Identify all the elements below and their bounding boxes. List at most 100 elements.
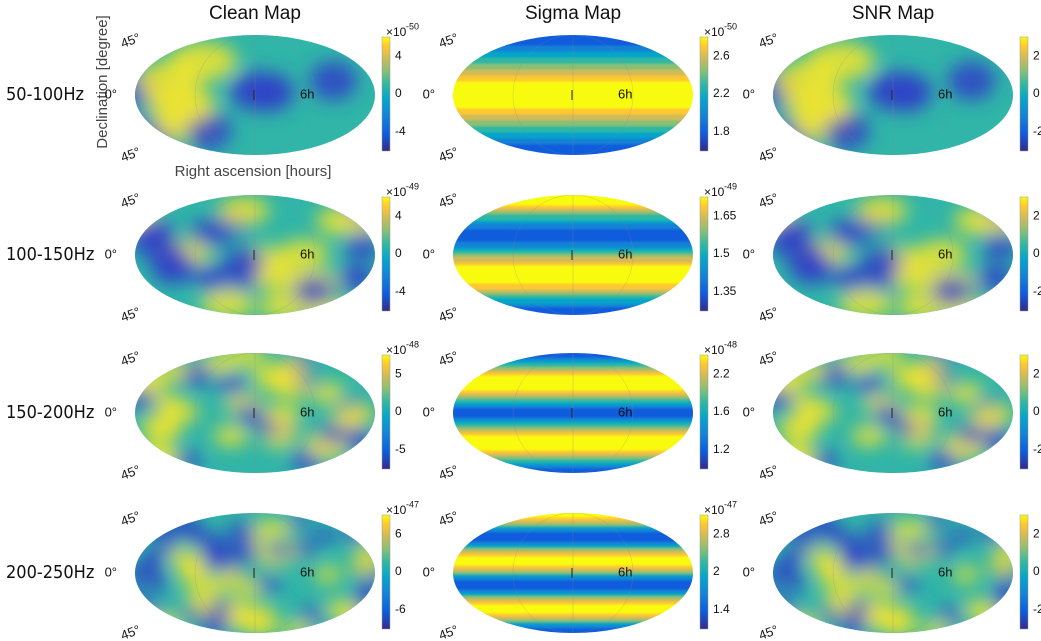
dec-label: 0° <box>105 404 117 419</box>
dec-label: 45° <box>437 508 461 529</box>
colorbar-tick-label: 0 <box>395 404 402 418</box>
colorbar-tick-label: 1.8 <box>713 124 730 138</box>
column-title: Clean Map <box>209 3 301 24</box>
sky-map <box>453 195 693 315</box>
ra-label: 6h <box>938 564 952 579</box>
colorbar-tick-label: 1.6 <box>713 404 730 418</box>
dec-label: 45° <box>119 622 143 641</box>
colorbar-tick-label: 2 <box>713 564 720 578</box>
ra-label: 6h <box>938 404 952 419</box>
colorbar <box>382 355 390 469</box>
dec-label: 45° <box>757 30 781 51</box>
colorbar-tick-label: 0 <box>1033 86 1040 100</box>
dec-label: 45° <box>757 462 781 483</box>
column-title: SNR Map <box>852 3 934 24</box>
sky-map <box>453 353 693 473</box>
colorbar <box>382 515 390 629</box>
colorbar-tick-label: -5 <box>395 442 406 456</box>
ra-label: 6h <box>618 404 632 419</box>
dec-label: 45° <box>437 30 461 51</box>
dec-label: 45° <box>757 348 781 369</box>
colorbar-tick-label: 1.5 <box>713 246 730 260</box>
dec-label: 0° <box>423 564 435 579</box>
dec-label: 45° <box>757 508 781 529</box>
y-axis-label: Declination [degree] <box>94 15 111 148</box>
dec-label: 45° <box>437 304 461 325</box>
colorbar <box>382 197 390 311</box>
ra-label: 6h <box>300 86 314 101</box>
exponent: -47 <box>724 499 737 509</box>
colorbar-tick-label: 2.2 <box>713 86 730 100</box>
sky-map <box>453 35 693 155</box>
row-label: 200-250Hz <box>6 562 94 583</box>
dec-label: 45° <box>119 508 143 529</box>
column-title: Sigma Map <box>525 3 621 24</box>
colorbar-tick-label: -2 <box>1033 442 1041 456</box>
exponent: -49 <box>724 181 737 191</box>
colorbar-tick-label: 0 <box>395 564 402 578</box>
ra-label: 6h <box>938 86 952 101</box>
colorbar <box>1020 37 1028 151</box>
multiplier: ×10 <box>386 185 407 199</box>
sky-map <box>745 35 1013 158</box>
sky-map <box>107 35 375 158</box>
dec-label: 0° <box>105 246 117 261</box>
dec-label: 45° <box>437 348 461 369</box>
dec-label: 45° <box>757 304 781 325</box>
colorbar-tick-label: -2 <box>1033 602 1041 616</box>
colorbar <box>1020 197 1028 311</box>
row-label: 50-100Hz <box>6 84 84 105</box>
colorbar-tick-label: 1.2 <box>713 442 730 456</box>
dec-label: 0° <box>743 564 755 579</box>
ra-label: 6h <box>300 404 314 419</box>
colorbar-tick-label: -4 <box>395 124 406 138</box>
multiplier: ×10 <box>704 343 725 357</box>
ra-label: 6h <box>938 246 952 261</box>
colorbar-tick-label: 2 <box>1033 367 1040 381</box>
dec-label: 0° <box>743 404 755 419</box>
colorbar-tick-label: 4 <box>395 209 402 223</box>
colorbar-tick-label: 0 <box>1033 564 1040 578</box>
colorbar-tick-label: -4 <box>395 284 406 298</box>
dec-label: 45° <box>119 190 143 211</box>
colorbar-tick-label: -2 <box>1033 124 1041 138</box>
colorbar-tick-label: 2 <box>1033 209 1040 223</box>
colorbar-tick-label: 0 <box>1033 404 1040 418</box>
row-label: 100-150Hz <box>6 244 94 265</box>
colorbar-tick-label: 2 <box>1033 49 1040 63</box>
colorbar-tick-label: 2.2 <box>713 367 730 381</box>
colorbar-tick-label: -2 <box>1033 284 1041 298</box>
multiplier: ×10 <box>386 343 407 357</box>
multiplier: ×10 <box>704 25 725 39</box>
x-axis-label: Right ascension [hours] <box>175 163 332 180</box>
dec-label: 0° <box>743 86 755 101</box>
colorbar <box>700 515 708 629</box>
dec-label: 0° <box>423 86 435 101</box>
colorbar-tick-label: 0 <box>1033 246 1040 260</box>
colorbar <box>700 355 708 469</box>
multiplier: ×10 <box>386 25 407 39</box>
colorbar-tick-label: 1.65 <box>713 209 737 223</box>
colorbar <box>1020 355 1028 469</box>
dec-label: 45° <box>119 304 143 325</box>
colorbar-tick-label: 2 <box>1033 527 1040 541</box>
colorbar-tick-label: 1.4 <box>713 602 730 616</box>
exponent: -48 <box>406 339 419 349</box>
ra-label: 6h <box>618 86 632 101</box>
colorbar <box>700 37 708 151</box>
dec-label: 0° <box>423 246 435 261</box>
dec-label: 0° <box>105 86 117 101</box>
colorbar-tick-label: 1.35 <box>713 284 737 298</box>
dec-label: 45° <box>119 30 143 51</box>
exponent: -50 <box>406 21 419 31</box>
dec-label: 45° <box>119 348 143 369</box>
dec-label: 0° <box>743 246 755 261</box>
multiplier: ×10 <box>386 503 407 517</box>
sky-map <box>453 513 693 633</box>
dec-label: 0° <box>423 404 435 419</box>
colorbar-tick-label: 2.6 <box>713 49 730 63</box>
colorbar-tick-label: 6 <box>395 527 402 541</box>
sky-map <box>112 190 388 327</box>
dec-label: 45° <box>437 462 461 483</box>
dec-label: 45° <box>757 144 781 165</box>
